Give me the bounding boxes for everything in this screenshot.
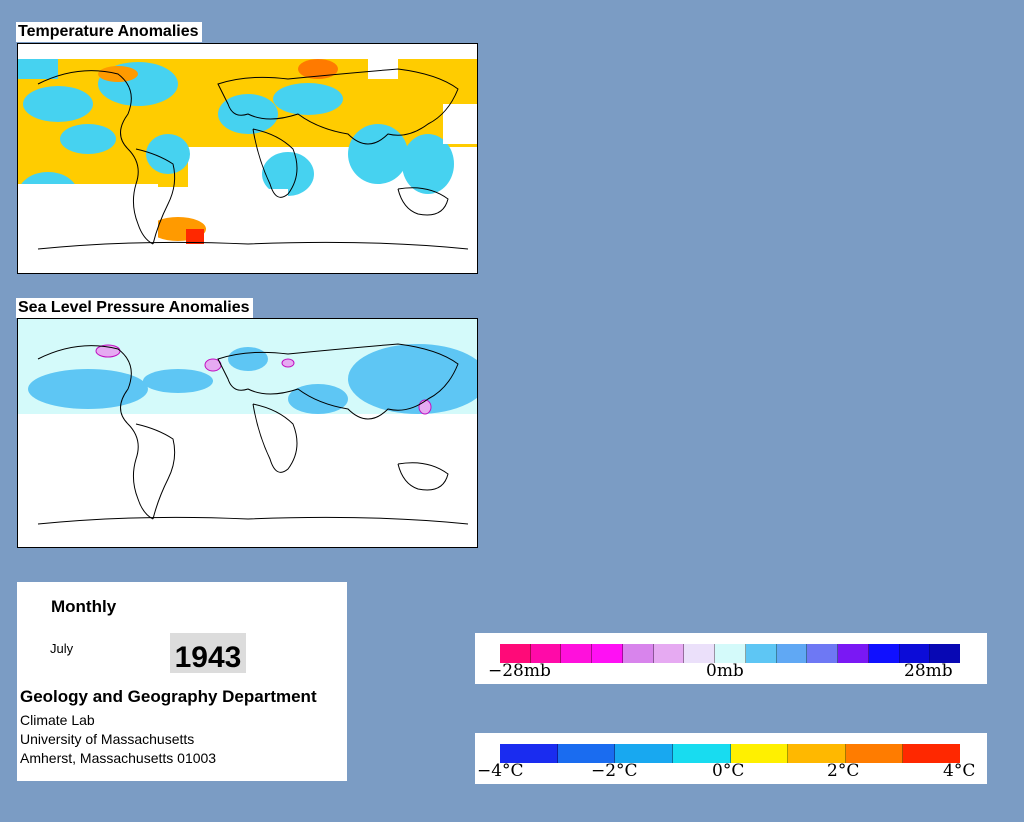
temperature-colorbar-swatch — [730, 744, 789, 763]
pressure-map-canvas — [18, 319, 477, 525]
temperature-colorbar-swatch — [903, 744, 960, 763]
temperature-map-canvas — [18, 44, 477, 273]
info-panel: Monthly July 1943 Geology and Geography … — [17, 582, 347, 781]
pressure-colorbar-swatch — [899, 644, 931, 663]
year-display: 1943 — [170, 633, 246, 674]
pressure-legend-mid: 0mb — [706, 661, 744, 681]
pressure-colorbar-swatch — [622, 644, 654, 663]
address-line-university: University of Massachusetts — [20, 731, 195, 747]
period-label: Monthly — [51, 597, 117, 616]
pressure-colorbar-swatch — [530, 644, 562, 663]
temperature-legend: −4°C −2°C 0°C 2°C 4°C — [475, 733, 987, 784]
temperature-coastlines — [37, 68, 469, 250]
address-line-city: Amherst, Massachusetts 01003 — [20, 750, 217, 766]
temperature-anomaly-field — [18, 44, 477, 273]
pressure-anomaly-field — [18, 319, 477, 415]
temperature-colorbar-swatch — [615, 744, 673, 763]
pressure-colorbar-swatch — [715, 644, 746, 663]
pressure-colorbar-swatch — [838, 644, 869, 663]
temp-legend-neg2: −2°C — [591, 761, 638, 781]
pressure-colorbar-swatch — [653, 644, 685, 663]
pressure-colorbar-swatch — [684, 644, 716, 663]
temp-legend-0: 0°C — [712, 761, 745, 781]
pressure-colorbar-swatch — [807, 644, 839, 663]
pressure-colorbar — [500, 644, 961, 663]
pressure-colorbar-swatch — [745, 644, 777, 663]
month-label: July — [50, 641, 74, 656]
pressure-legend-max: 28mb — [904, 661, 953, 681]
temp-legend-4: 4°C — [943, 761, 976, 781]
temperature-colorbar-swatch — [500, 744, 558, 763]
pressure-legend-min: −28mb — [488, 661, 551, 681]
pressure-legend: −28mb 0mb 28mb — [475, 633, 987, 684]
pressure-colorbar-swatch — [776, 644, 808, 663]
temp-legend-2: 2°C — [827, 761, 860, 781]
temperature-colorbar — [500, 744, 960, 763]
pressure-colorbar-swatch — [592, 644, 623, 663]
pressure-colorbar-swatch — [868, 644, 900, 663]
pressure-title: Sea Level Pressure Anomalies — [16, 298, 253, 318]
pressure-coastlines — [37, 343, 469, 525]
pressure-colorbar-swatch — [500, 644, 531, 663]
temperature-colorbar-swatch — [845, 744, 904, 763]
pressure-colorbar-swatch — [561, 644, 593, 663]
temperature-colorbar-swatch — [557, 744, 616, 763]
temperature-title: Temperature Anomalies — [16, 22, 202, 42]
temperature-map — [17, 43, 478, 274]
temperature-colorbar-swatch — [788, 744, 846, 763]
pressure-colorbar-swatch — [930, 644, 961, 663]
address-line-lab: Climate Lab — [20, 712, 95, 728]
department-name: Geology and Geography Department — [20, 687, 317, 706]
temperature-colorbar-swatch — [672, 744, 731, 763]
temp-legend-neg4: −4°C — [477, 761, 524, 781]
pressure-map — [17, 318, 478, 548]
